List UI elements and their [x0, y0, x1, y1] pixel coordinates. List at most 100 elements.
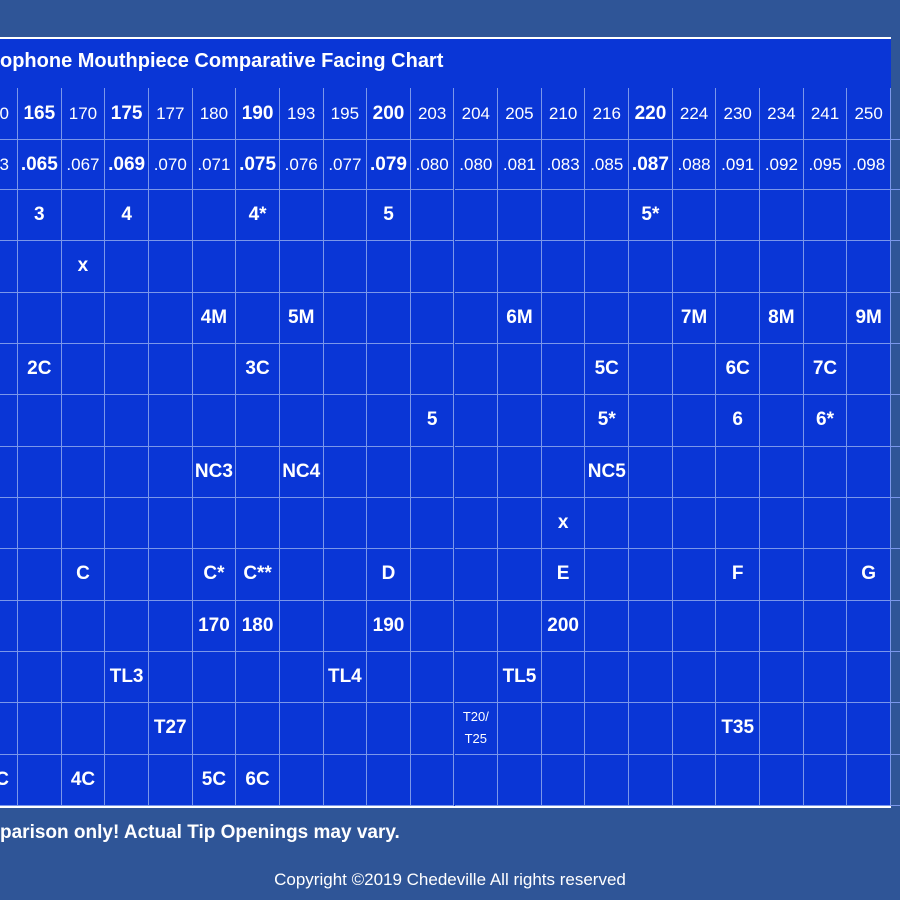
table-cell	[498, 549, 542, 601]
table-cell	[279, 190, 324, 242]
table-cell: 3C	[236, 344, 280, 396]
table-cell	[803, 292, 848, 344]
table-cell	[760, 754, 804, 806]
table-cell	[891, 755, 900, 806]
table-cell	[498, 190, 542, 242]
header-cell: .080	[410, 140, 455, 190]
table-cell	[629, 292, 673, 344]
table-cell	[410, 600, 455, 652]
table-cell	[847, 498, 891, 550]
table-cell	[323, 754, 368, 806]
table-cell	[672, 241, 717, 293]
table-cell	[454, 292, 499, 344]
table-cell	[672, 446, 717, 498]
table-cell	[847, 190, 891, 242]
table-cell	[367, 703, 411, 755]
table-cell	[279, 703, 324, 755]
table-cell	[803, 190, 848, 242]
table-cell	[454, 446, 499, 498]
table-cell	[672, 600, 717, 652]
table-cell	[541, 190, 586, 242]
table-cell	[760, 652, 804, 704]
header-cell: .091	[716, 140, 761, 190]
table-cell	[148, 549, 193, 601]
table-cell	[323, 292, 368, 344]
table-cell	[236, 292, 280, 344]
table-cell	[454, 190, 499, 242]
table-cell	[585, 292, 630, 344]
table-cell	[410, 190, 455, 242]
table-cell	[629, 652, 673, 704]
header-cell: 165	[18, 88, 62, 140]
table-cell	[629, 754, 673, 806]
table-cell	[803, 600, 848, 652]
table-cell	[192, 652, 237, 704]
table-cell: 5	[367, 190, 411, 242]
table-cell	[847, 754, 891, 806]
table-cell	[454, 344, 499, 396]
table-cell: E	[541, 549, 586, 601]
table-cell	[367, 344, 411, 396]
table-cell	[61, 600, 106, 652]
table-cell	[629, 600, 673, 652]
table-cell: T20/ T25	[454, 703, 499, 755]
table-cell	[847, 446, 891, 498]
table-cell	[148, 241, 193, 293]
header-cell: 63	[0, 140, 18, 190]
table-cell: 5M	[279, 292, 324, 344]
header-cell: .092	[760, 140, 804, 190]
table-cell	[105, 446, 149, 498]
table-cell	[672, 652, 717, 704]
table-cell	[803, 652, 848, 704]
table-cell	[18, 600, 62, 652]
table-cell: C*	[192, 549, 237, 601]
header-cell: .070	[148, 140, 193, 190]
table-cell	[629, 703, 673, 755]
table-cell	[61, 652, 106, 704]
table-cell	[672, 190, 717, 242]
table-cell: x	[61, 241, 106, 293]
table-cell	[18, 241, 62, 293]
table-cell	[891, 601, 900, 652]
header-cell: 216	[585, 88, 630, 140]
table-cell: 180	[236, 600, 280, 652]
table-cell	[323, 344, 368, 396]
table-cell: 6C	[236, 754, 280, 806]
table-cell	[105, 600, 149, 652]
table-cell	[891, 549, 900, 601]
table-cell	[585, 498, 630, 550]
table-cell	[891, 498, 900, 550]
table-cell	[279, 754, 324, 806]
table-cell	[410, 344, 455, 396]
table-cell	[192, 190, 237, 242]
header-cell: 241	[803, 88, 848, 140]
table-cell	[585, 754, 630, 806]
header-cell: 170	[61, 88, 106, 140]
table-cell	[803, 703, 848, 755]
header-cell: 224	[672, 88, 717, 140]
table-cell: T27	[148, 703, 193, 755]
table-cell	[760, 549, 804, 601]
table-cell: TL4	[323, 652, 368, 704]
table-cell	[279, 498, 324, 550]
table-cell	[148, 498, 193, 550]
table-cell	[541, 703, 586, 755]
table-cell	[148, 600, 193, 652]
table-cell	[498, 754, 542, 806]
table-cell	[672, 703, 717, 755]
table-cell: 6M	[498, 292, 542, 344]
table-cell	[18, 446, 62, 498]
table-cell	[105, 292, 149, 344]
table-cell	[18, 292, 62, 344]
table-cell	[410, 241, 455, 293]
header-cell: .088	[672, 140, 717, 190]
table-cell	[105, 498, 149, 550]
table-cell	[0, 652, 18, 704]
table-cell	[672, 344, 717, 396]
table-cell	[367, 446, 411, 498]
table-cell	[847, 703, 891, 755]
table-cell	[18, 754, 62, 806]
header-cell: 230	[716, 88, 761, 140]
table-cell	[61, 498, 106, 550]
table-cell	[192, 395, 237, 447]
